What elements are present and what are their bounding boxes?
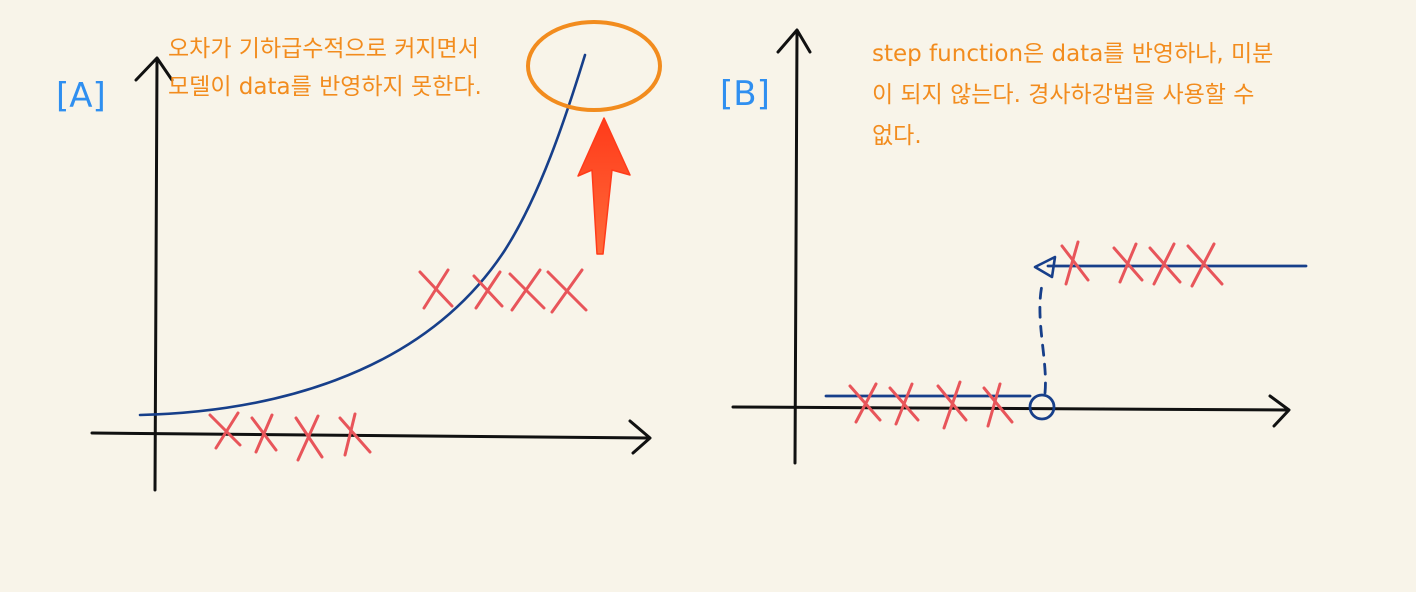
data-mark [1112,242,1144,284]
data-mark [1148,242,1182,286]
data-mark [472,270,504,310]
panel-a-highlight-circle [526,20,662,112]
panel-a-annotation: 오차가 기하급수적으로 커지면서 모델이 data를 반영하지 못한다. [168,30,482,106]
data-mark [1060,240,1090,286]
data-mark [418,268,454,310]
data-mark [888,382,920,426]
annotation-line: 모델이 data를 반영하지 못한다. [168,74,482,100]
panel-b-annotation: step function은 data를 반영하나, 미분 이 되지 않는다. … [872,34,1273,157]
annotation-line: 오차가 기하급수적으로 커지면서 [168,36,479,62]
panel-b-dashed-jump [1038,283,1047,395]
annotation-line: 없다. [872,123,922,149]
panel-a-label: [A] [56,76,106,116]
data-mark [208,411,242,450]
data-mark [982,382,1014,428]
panel-b-x-axis [731,394,1291,428]
panel-a-data-marks-lower [208,411,372,462]
panel-b [731,28,1308,465]
panel-a-exponential-curve [138,53,587,417]
data-mark [250,413,278,454]
panel-b-data-marks-upper [1060,240,1224,288]
panel-a [90,20,662,492]
data-mark [848,382,882,424]
annotation-line: step function은 data를 반영하나, 미분 [872,41,1274,67]
data-mark [546,268,588,314]
panel-a-data-marks-upper [418,268,588,314]
data-mark [936,380,968,430]
data-mark [338,412,372,457]
annotation-line: 이 되지 않는다. 경사하강법을 사용할 수 [872,82,1255,108]
panel-a-x-axis [90,419,652,455]
panel-b-data-marks-lower [848,380,1014,430]
panel-b-label: [B] [720,74,770,114]
panel-b-open-circle [1028,393,1056,421]
panel-a-red-arrow-icon [577,117,631,255]
data-mark [1186,242,1224,288]
panel-a-y-axis [134,56,174,492]
panel-b-y-axis [776,28,812,465]
data-mark [508,268,546,312]
data-mark [294,414,324,462]
